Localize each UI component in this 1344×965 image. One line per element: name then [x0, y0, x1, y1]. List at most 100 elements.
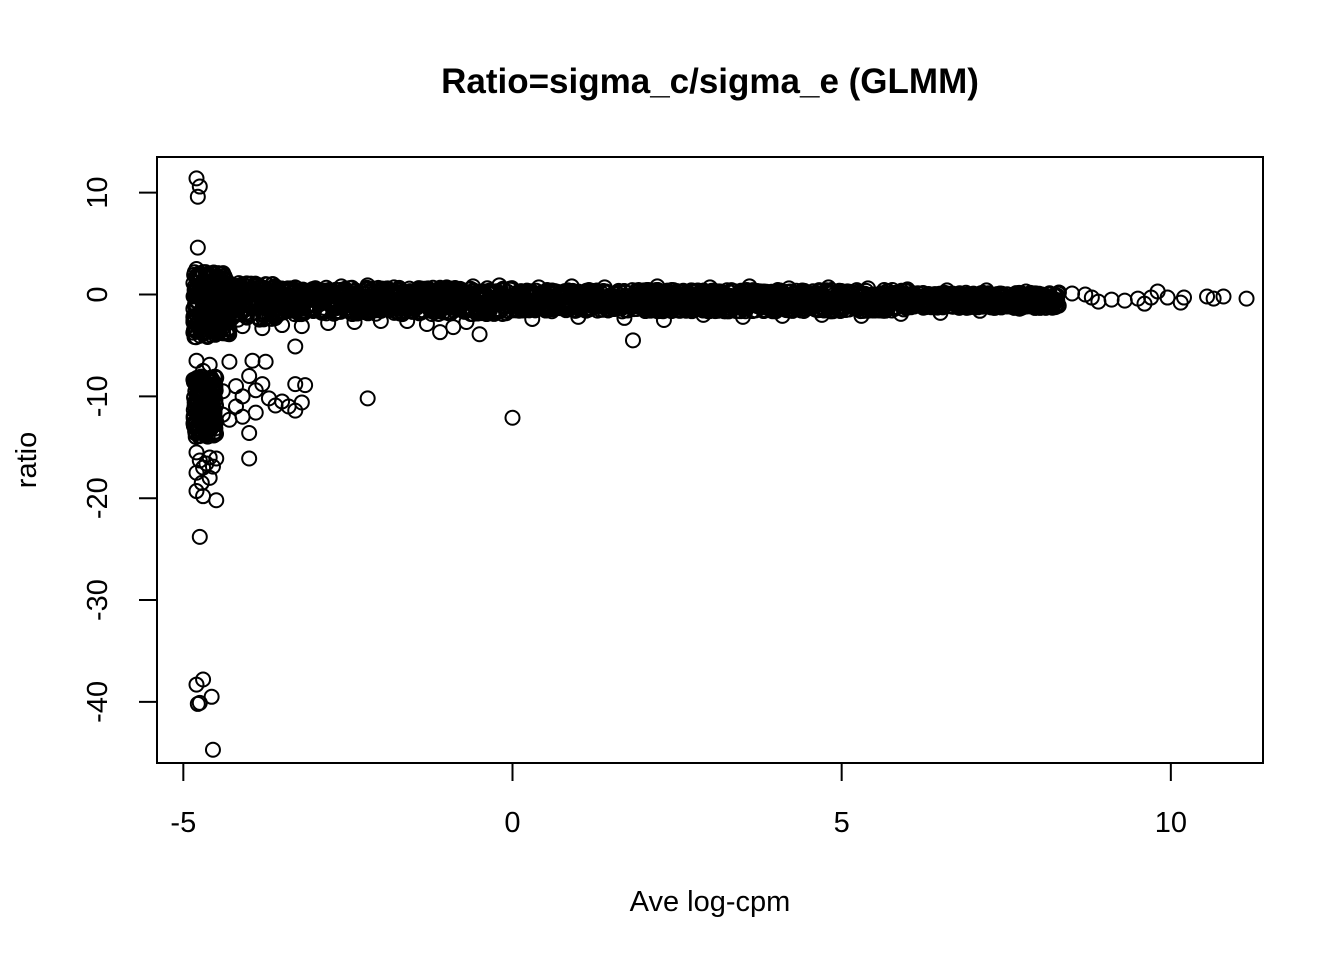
data-point [247, 404, 264, 421]
data-point [228, 398, 244, 415]
x-tick-label: -5 [170, 807, 196, 839]
data-point [971, 302, 988, 319]
data-point [293, 394, 310, 411]
data-point [704, 286, 721, 303]
data-point [464, 286, 481, 303]
data-point [570, 308, 587, 325]
data-point [241, 425, 258, 442]
data-point [199, 319, 216, 336]
data-point [783, 283, 800, 300]
data-point [1238, 290, 1255, 307]
data-point [418, 316, 435, 333]
data-point [234, 318, 251, 335]
data-point [898, 288, 915, 305]
data-point [207, 381, 224, 398]
data-point [254, 376, 271, 393]
y-tick-label: 0 [82, 286, 114, 302]
data-point [208, 450, 225, 467]
data-point [217, 294, 234, 311]
data-point [795, 292, 812, 309]
data-point [781, 280, 797, 297]
data-point [744, 288, 761, 305]
data-point [1103, 291, 1120, 308]
data-point [276, 288, 293, 305]
data-point [241, 450, 258, 467]
data-point [567, 297, 584, 314]
x-tick-label: 0 [504, 807, 520, 839]
data-point [191, 528, 208, 545]
data-point [759, 286, 776, 303]
data-point [616, 309, 633, 326]
data-point [677, 301, 694, 318]
data-point [188, 170, 205, 187]
data-point [257, 276, 274, 293]
data-point [845, 294, 862, 311]
data-point [853, 307, 870, 324]
data-point [241, 367, 258, 384]
data-point [341, 287, 358, 304]
data-point [723, 282, 740, 299]
data-point [432, 324, 449, 341]
data-point [428, 297, 445, 314]
x-axis-label: Ave log-cpm [630, 886, 791, 918]
data-point [530, 279, 547, 296]
data-point [346, 313, 363, 330]
data-point [381, 299, 398, 316]
data-point [423, 306, 440, 323]
y-tick-label: -20 [82, 477, 114, 519]
data-point [445, 319, 462, 336]
data-point [204, 458, 221, 475]
data-point [244, 352, 261, 369]
data-point [624, 332, 641, 349]
data-point [218, 324, 235, 341]
data-point [813, 306, 830, 323]
data-point [322, 285, 339, 302]
data-point [201, 449, 218, 466]
data-point [199, 415, 216, 432]
data-point [729, 299, 746, 316]
data-point [721, 284, 738, 301]
y-axis: 10 0 -10 -20 -30 -40 [82, 177, 158, 723]
data-point [275, 304, 292, 321]
data-point [695, 306, 712, 323]
data-point [934, 292, 951, 309]
data-point [247, 278, 264, 295]
chart-title: Ratio=sigma_c/sigma_e (GLMM) [441, 62, 979, 101]
data-point [189, 384, 206, 401]
data-point [455, 290, 472, 307]
data-point [267, 279, 284, 296]
data-point [655, 311, 672, 328]
data-point [361, 289, 378, 306]
data-point [394, 305, 411, 322]
data-point [741, 278, 758, 295]
data-point [563, 278, 580, 295]
data-point [188, 444, 205, 461]
data-point [297, 377, 314, 394]
data-point [1199, 288, 1216, 305]
x-axis: -5 0 5 10 [170, 762, 1187, 839]
x-tick-label: 5 [834, 807, 850, 839]
data-point [892, 305, 909, 322]
data-point [1018, 283, 1034, 300]
data-point [631, 293, 648, 310]
data-point [558, 302, 575, 319]
points-layer [185, 170, 1255, 758]
data-point [1041, 289, 1058, 306]
data-point [287, 338, 304, 355]
data-point [718, 302, 735, 319]
data-point [287, 279, 304, 296]
data-point [235, 301, 252, 318]
y-tick-label: -30 [82, 579, 114, 621]
y-tick-label: 10 [82, 177, 114, 209]
data-point [978, 282, 995, 299]
data-point [435, 299, 452, 316]
data-point [344, 305, 361, 322]
data-point [777, 300, 794, 317]
data-point [702, 279, 718, 296]
y-tick-label: -40 [82, 681, 114, 723]
data-point [820, 279, 837, 296]
data-point [517, 293, 534, 310]
data-point [254, 320, 271, 337]
data-point [191, 413, 208, 430]
